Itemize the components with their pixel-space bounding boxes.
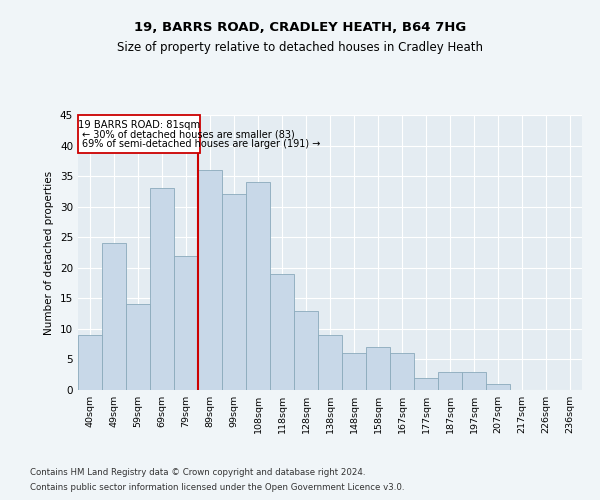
Text: 69% of semi-detached houses are larger (191) →: 69% of semi-detached houses are larger (… (82, 140, 320, 149)
Bar (390, 354, 414, 390)
Bar (198, 170, 222, 390)
FancyBboxPatch shape (78, 115, 200, 153)
Bar (318, 335, 342, 390)
Y-axis label: Number of detached properties: Number of detached properties (44, 170, 55, 334)
Bar (246, 182, 270, 390)
Bar (78, 335, 102, 390)
Text: 19, BARRS ROAD, CRADLEY HEATH, B64 7HG: 19, BARRS ROAD, CRADLEY HEATH, B64 7HG (134, 21, 466, 34)
Bar (294, 310, 318, 390)
Bar (102, 244, 126, 390)
Bar (222, 194, 246, 390)
Text: Size of property relative to detached houses in Cradley Heath: Size of property relative to detached ho… (117, 41, 483, 54)
Bar (414, 378, 438, 390)
Text: 19 BARRS ROAD: 81sqm: 19 BARRS ROAD: 81sqm (78, 120, 200, 130)
Text: ← 30% of detached houses are smaller (83): ← 30% of detached houses are smaller (83… (82, 130, 295, 140)
Bar (438, 372, 462, 390)
Bar (366, 347, 390, 390)
Bar (270, 274, 294, 390)
Bar (150, 188, 174, 390)
Bar (174, 256, 198, 390)
Bar (486, 384, 510, 390)
Bar (462, 372, 486, 390)
Text: Contains HM Land Registry data © Crown copyright and database right 2024.: Contains HM Land Registry data © Crown c… (30, 468, 365, 477)
Bar (342, 354, 366, 390)
Bar (126, 304, 150, 390)
Text: Contains public sector information licensed under the Open Government Licence v3: Contains public sector information licen… (30, 483, 404, 492)
